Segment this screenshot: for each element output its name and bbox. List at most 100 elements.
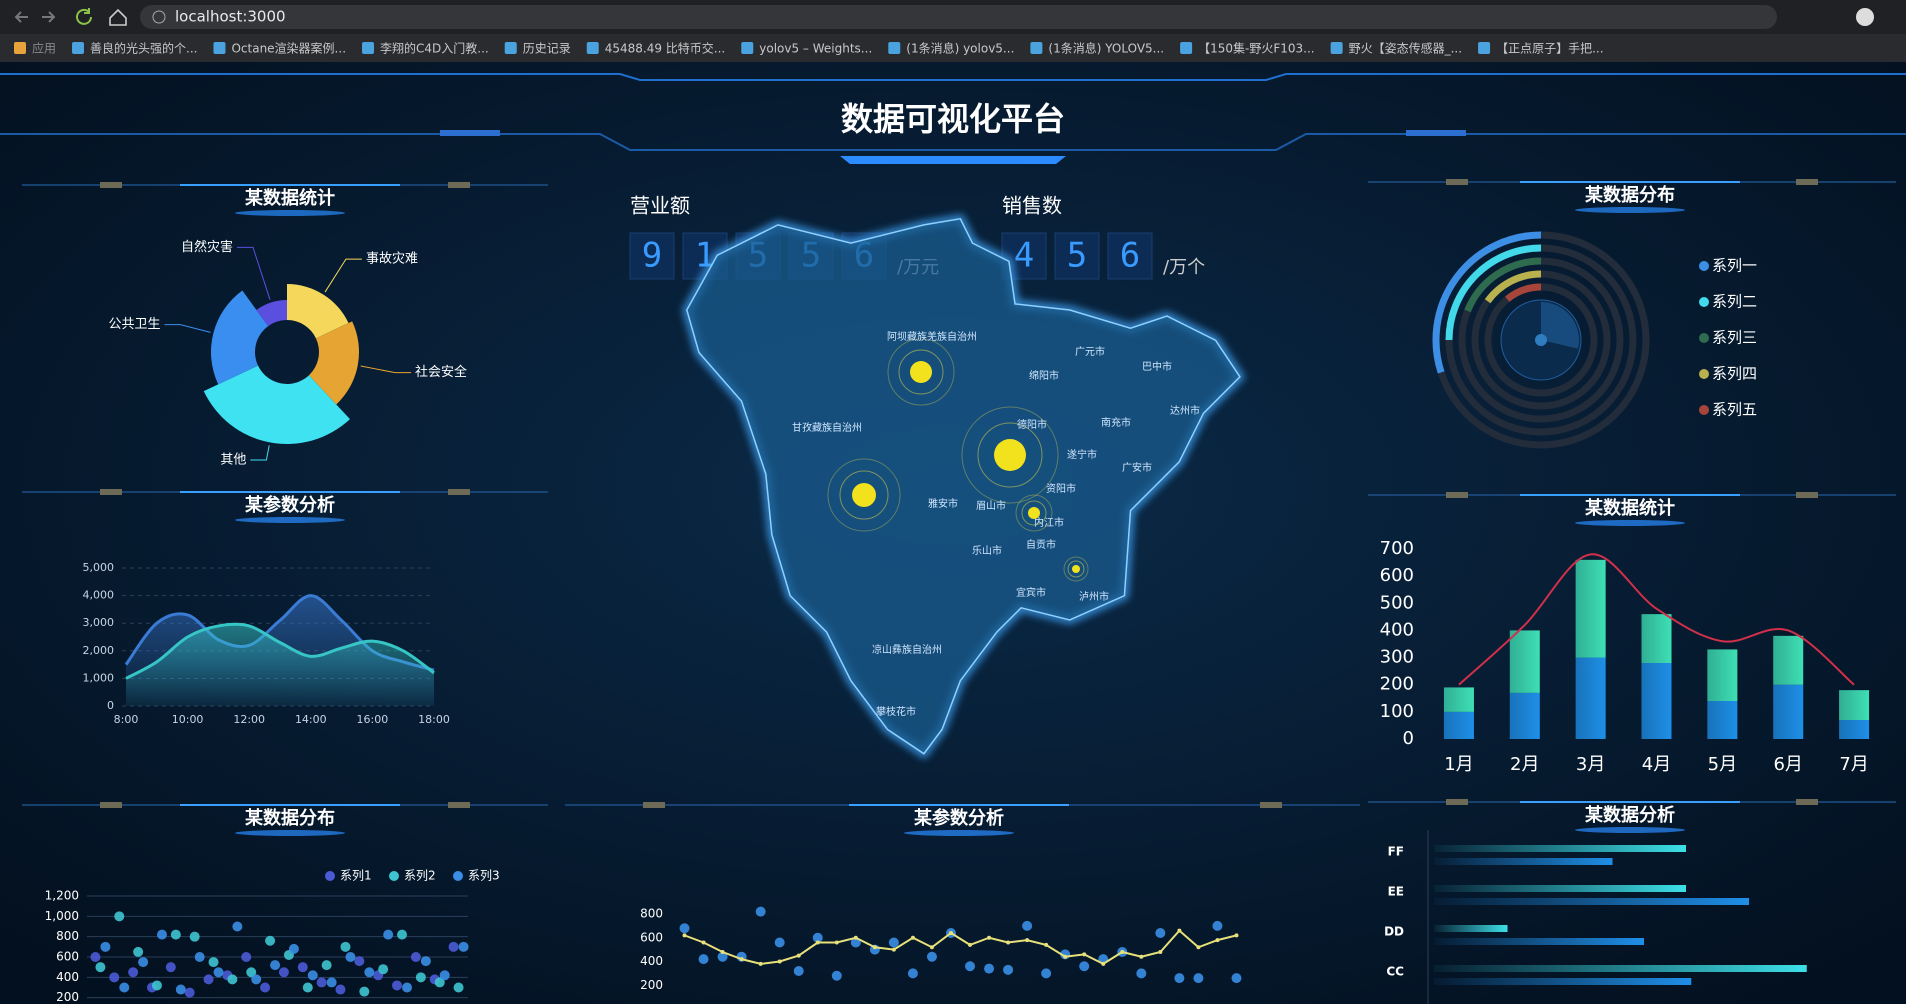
bookmark-icon[interactable] bbox=[888, 42, 901, 54]
line-point bbox=[1082, 952, 1087, 957]
header-block bbox=[448, 182, 470, 188]
header-block bbox=[100, 182, 122, 188]
bookmark[interactable]: yolov5 – Weights... bbox=[759, 42, 872, 56]
bar bbox=[1434, 965, 1807, 972]
bookmark-icon[interactable] bbox=[1030, 42, 1043, 54]
map-ripple bbox=[1021, 500, 1047, 526]
bar-segment bbox=[1707, 701, 1738, 739]
header-block bbox=[1796, 179, 1818, 185]
bookmark[interactable]: (1条消息) yolov5... bbox=[906, 41, 1014, 56]
panel-title: 某数据统计 bbox=[245, 187, 335, 209]
scatter-point bbox=[1136, 968, 1147, 979]
bookmark-icon[interactable] bbox=[72, 42, 85, 54]
x-tick-label: 2月 bbox=[1510, 754, 1539, 775]
home-button[interactable] bbox=[109, 8, 127, 26]
legend-marker bbox=[453, 871, 463, 881]
pie-sector bbox=[287, 284, 349, 339]
region-label: 自贡市 bbox=[1026, 538, 1056, 551]
bookmark[interactable]: (1条消息) YOLOV5... bbox=[1048, 41, 1164, 56]
y-tick-label: 200 bbox=[1380, 674, 1414, 695]
frame-block bbox=[440, 130, 500, 136]
legend-marker bbox=[1699, 369, 1709, 379]
region-label: 南充市 bbox=[1101, 416, 1131, 429]
bar bbox=[1434, 898, 1749, 905]
map-ripple bbox=[1067, 560, 1085, 578]
scatter-point bbox=[156, 929, 167, 940]
site-info-icon[interactable] bbox=[152, 10, 166, 24]
top-frame-line bbox=[0, 73, 1906, 81]
scatter-point bbox=[698, 954, 709, 965]
back-button[interactable] bbox=[14, 11, 28, 23]
legend-label: 系列2 bbox=[404, 869, 436, 883]
line-point bbox=[1101, 961, 1106, 966]
digit: 6 bbox=[1120, 236, 1140, 276]
bar-segment bbox=[1509, 630, 1540, 693]
line-point bbox=[1120, 950, 1125, 954]
bookmark[interactable]: 李翔的C4D入门教... bbox=[380, 41, 489, 56]
y-tick-label: 0 bbox=[1403, 728, 1414, 749]
panel-title: 某数据统计 bbox=[1585, 497, 1675, 519]
bookmark-icon[interactable] bbox=[1478, 42, 1491, 54]
profile-icon[interactable] bbox=[1856, 8, 1874, 26]
bookmark[interactable]: 45488.49 比特币交... bbox=[605, 41, 726, 56]
map-ripple bbox=[827, 458, 901, 532]
x-tick-label: 14:00 bbox=[295, 713, 327, 726]
bookmark-icon[interactable] bbox=[1180, 42, 1193, 54]
y-tick-label: 400 bbox=[640, 954, 663, 968]
bar-segment bbox=[1707, 649, 1738, 701]
bookmark[interactable]: 历史记录 bbox=[523, 42, 571, 56]
map-province bbox=[686, 217, 1241, 755]
bookmark-icon[interactable] bbox=[362, 42, 375, 54]
counter-unit: /万个 bbox=[1163, 257, 1205, 278]
y-tick-label: 700 bbox=[1380, 538, 1414, 559]
scatter-point bbox=[184, 987, 195, 998]
y-tick-label: 200 bbox=[56, 990, 79, 1004]
legend-marker bbox=[1699, 297, 1709, 307]
map-ripple bbox=[887, 338, 955, 406]
forward-button[interactable] bbox=[42, 11, 56, 23]
y-tick-label: DD bbox=[1384, 925, 1404, 939]
scatter-point bbox=[270, 960, 281, 971]
bookmark[interactable]: Octane渲染器案例... bbox=[231, 41, 346, 56]
header-block bbox=[1446, 799, 1468, 805]
bookmark-icon[interactable] bbox=[213, 42, 226, 54]
frame-block bbox=[1406, 130, 1466, 136]
map-ripple bbox=[839, 470, 889, 520]
bookmark-icon[interactable] bbox=[1330, 42, 1343, 54]
scatter-point bbox=[1174, 973, 1185, 984]
address-bar[interactable] bbox=[140, 5, 1777, 29]
scatter-point bbox=[326, 977, 337, 988]
scatter-point bbox=[392, 980, 403, 991]
header-block bbox=[448, 802, 470, 808]
scatter-point bbox=[194, 952, 205, 962]
bar-segment bbox=[1839, 720, 1870, 739]
scatter-point bbox=[251, 974, 262, 985]
bookmark-icon[interactable] bbox=[586, 42, 599, 54]
y-tick-label: CC bbox=[1386, 965, 1404, 979]
region-label: 广安市 bbox=[1122, 461, 1152, 474]
counter-label: 销售数 bbox=[1002, 194, 1062, 218]
bookmark[interactable]: 应用 bbox=[32, 41, 56, 56]
region-label: 攀枝花市 bbox=[876, 705, 916, 718]
bar bbox=[1434, 925, 1508, 932]
scatter-point bbox=[812, 932, 823, 943]
header-block bbox=[643, 802, 665, 808]
bookmark-icon[interactable] bbox=[504, 42, 517, 54]
radial-bar bbox=[1484, 270, 1542, 304]
bookmark[interactable]: 野火【姿态传感器_... bbox=[1349, 41, 1462, 56]
y-tick-label: EE bbox=[1388, 885, 1404, 899]
legend-label: 系列二 bbox=[1712, 293, 1757, 311]
bookmark-icon[interactable] bbox=[14, 42, 26, 54]
bookmark[interactable]: 【正点原子】手把... bbox=[1496, 42, 1603, 56]
reload-button[interactable] bbox=[76, 8, 92, 25]
line-point bbox=[720, 950, 725, 954]
scatter-point bbox=[439, 970, 450, 981]
bookmark-icon[interactable] bbox=[741, 42, 754, 54]
pie-sector bbox=[211, 290, 269, 385]
y-tick-label: 400 bbox=[56, 970, 79, 984]
bookmark[interactable]: 善良的光头强的个... bbox=[90, 41, 197, 56]
scatter-point bbox=[203, 974, 214, 985]
bookmark[interactable]: 【150集-野火F103... bbox=[1198, 41, 1315, 56]
y-tick-label: 4,000 bbox=[83, 589, 115, 602]
y-tick-label: 2,000 bbox=[83, 644, 115, 657]
